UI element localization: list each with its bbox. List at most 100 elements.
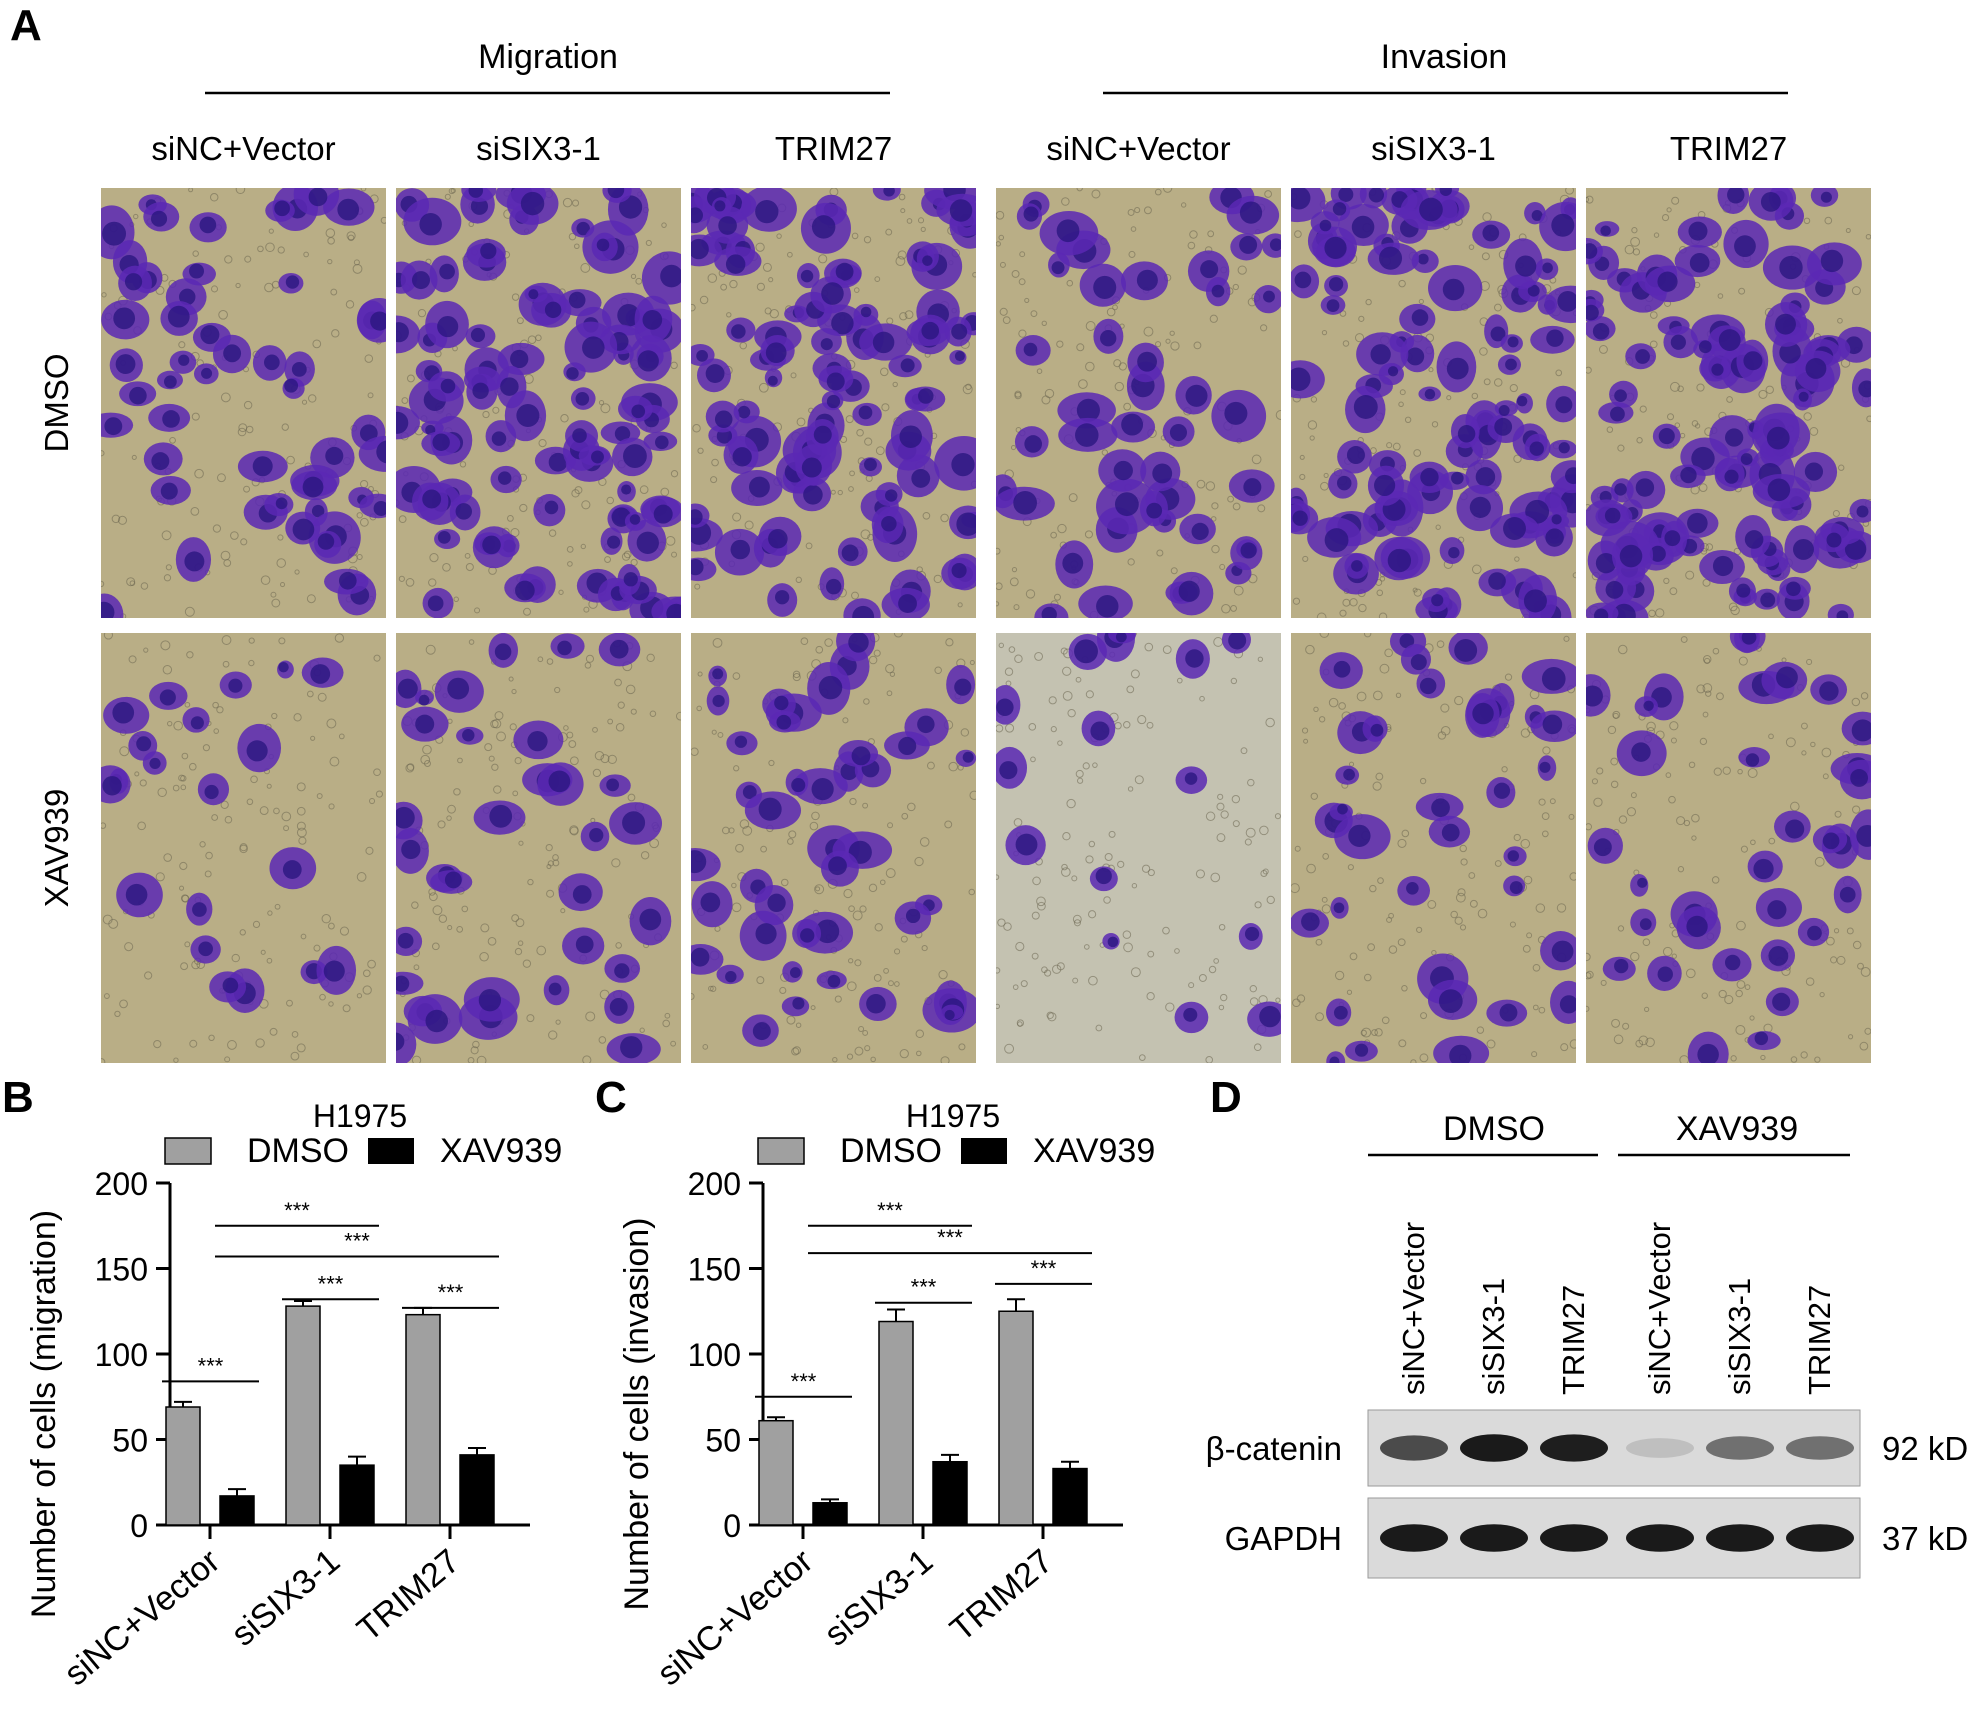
membrane-pore — [848, 958, 854, 964]
membrane-pore — [235, 282, 241, 289]
membrane-pore — [179, 861, 188, 871]
membrane-pore — [1728, 602, 1738, 612]
cell-nucleus — [1494, 417, 1513, 436]
membrane-pore — [848, 486, 854, 492]
membrane-pore — [639, 1027, 645, 1033]
membrane-pore — [1112, 304, 1118, 311]
membrane-pore — [406, 763, 415, 771]
cell-nucleus — [1657, 271, 1678, 292]
cell-nucleus — [1076, 398, 1100, 422]
membrane-pore — [1685, 570, 1695, 580]
membrane-pore — [1155, 341, 1162, 348]
membrane-pore — [887, 822, 894, 829]
cell-nucleus — [1734, 235, 1756, 258]
cell-nucleus — [1387, 548, 1412, 573]
membrane-pore — [1612, 710, 1621, 719]
membrane-pore — [1834, 810, 1842, 818]
cell-nucleus — [201, 367, 213, 379]
membrane-pore — [417, 308, 427, 318]
membrane-pore — [1376, 589, 1384, 597]
membrane-pore — [1207, 230, 1215, 238]
membrane-pore — [267, 910, 273, 916]
membrane-pore — [140, 582, 149, 590]
membrane-pore — [900, 935, 908, 943]
membrane-pore — [448, 188, 455, 195]
cell-nucleus — [198, 941, 213, 957]
cell-nucleus — [359, 424, 378, 443]
cell-nucleus — [1819, 681, 1839, 701]
membrane-pore — [732, 672, 741, 680]
membrane-pore — [306, 690, 314, 698]
cell-nucleus — [1687, 512, 1708, 534]
cell-nucleus — [1228, 633, 1247, 650]
membrane-pore — [155, 872, 165, 882]
membrane-pore — [1240, 747, 1248, 755]
membrane-pore — [1162, 645, 1172, 654]
x-tick-label: siNC+Vector — [57, 1542, 227, 1693]
membrane-pore — [506, 515, 514, 522]
membrane-pore — [1002, 316, 1011, 325]
membrane-pore — [834, 995, 842, 1003]
cell-nucleus — [949, 199, 973, 222]
membrane-pore — [1296, 994, 1306, 1003]
cell-nucleus — [311, 504, 325, 518]
membrane-pore — [101, 450, 105, 457]
membrane-pore — [1513, 454, 1522, 463]
membrane-pore — [1305, 644, 1315, 655]
membrane-pore — [239, 929, 246, 936]
membrane-pore — [508, 676, 514, 682]
cell-nucleus — [1333, 902, 1345, 914]
membrane-pore — [1765, 385, 1774, 394]
membrane-pore — [832, 1056, 838, 1063]
cell-nucleus — [666, 603, 681, 618]
cell-nucleus — [1557, 290, 1576, 312]
cell-nucleus — [102, 776, 122, 796]
membrane-pore — [582, 1055, 592, 1063]
membrane-pore — [1347, 864, 1354, 871]
membrane-pore — [1674, 422, 1681, 428]
membrane-pore — [811, 811, 820, 821]
membrane-pore — [1018, 329, 1027, 338]
membrane-pore — [316, 793, 323, 799]
membrane-pore — [338, 733, 345, 740]
micrograph — [1586, 188, 1871, 618]
membrane-pore — [1569, 872, 1576, 881]
cell-nucleus — [1291, 367, 1311, 391]
membrane-pore — [1373, 690, 1383, 701]
cell-nucleus — [124, 273, 143, 291]
membrane-pore — [224, 815, 233, 824]
membrane-pore — [1653, 232, 1660, 238]
cell-nucleus — [1370, 723, 1384, 737]
membrane-pore — [606, 496, 615, 505]
cell-nucleus — [1593, 608, 1609, 618]
column-label: siSIX3-1 — [476, 130, 601, 167]
cell-nucleus — [178, 354, 190, 366]
membrane-pore — [456, 925, 464, 933]
cell-nucleus — [1807, 925, 1822, 941]
cell-nucleus — [622, 811, 646, 835]
legend-swatch — [757, 1137, 805, 1165]
membrane-pore — [1088, 910, 1097, 919]
panel-letter-d: D — [1210, 1073, 1242, 1122]
membrane-pore — [442, 563, 451, 572]
membrane-pore — [1024, 297, 1030, 303]
membrane-pore — [220, 800, 229, 809]
cell-nucleus — [1337, 475, 1352, 491]
cell-nucleus — [1711, 363, 1724, 376]
membrane-pore — [184, 941, 191, 948]
cell-nucleus — [1419, 197, 1443, 222]
membrane-pore — [1005, 723, 1015, 733]
membrane-pore — [815, 645, 824, 654]
cell-nucleus — [1664, 530, 1681, 547]
cell-nucleus — [803, 485, 823, 505]
membrane-pore — [1294, 230, 1302, 238]
membrane-pore — [710, 985, 717, 992]
bar — [1052, 1467, 1088, 1526]
membrane-pore — [312, 339, 322, 349]
cell-nucleus — [700, 892, 721, 913]
membrane-pore — [493, 785, 502, 794]
cell-nucleus — [149, 757, 161, 769]
membrane-pore — [1736, 980, 1746, 989]
cell-nucleus — [691, 559, 704, 576]
